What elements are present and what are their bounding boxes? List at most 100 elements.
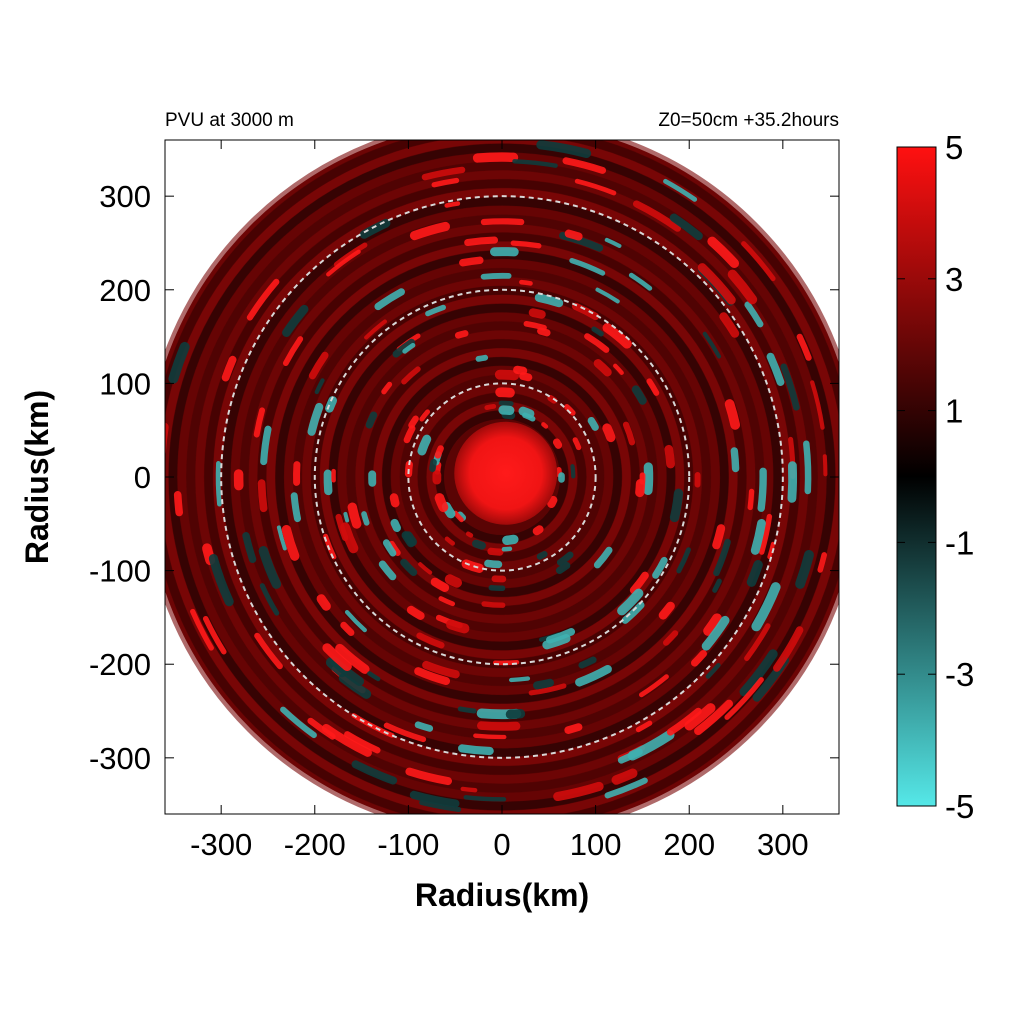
field-patch <box>570 464 576 479</box>
field-patch <box>463 795 507 802</box>
field-patch <box>364 319 387 340</box>
field-patch <box>259 583 280 616</box>
field-patch <box>703 613 722 636</box>
field-patch <box>414 667 451 686</box>
field-patch <box>492 659 520 666</box>
field-patch <box>787 461 798 503</box>
field-patch <box>472 539 486 550</box>
field-patch <box>617 588 644 616</box>
field-patch <box>473 733 507 740</box>
field-band <box>195 170 809 784</box>
field-patch <box>702 331 722 359</box>
field-patch <box>542 634 571 650</box>
field-patch <box>282 304 309 337</box>
field-patch <box>575 664 612 687</box>
field-patch <box>464 236 499 247</box>
field-band <box>186 161 818 793</box>
y-tick-label: -100 <box>89 554 151 589</box>
field-patch <box>629 571 649 595</box>
colorbar-tick-label: -1 <box>945 524 974 561</box>
field-patch <box>344 609 367 633</box>
field-patch <box>480 272 512 280</box>
reference-circle <box>313 288 691 666</box>
field-patch <box>578 656 597 669</box>
y-tick-label: 0 <box>134 460 151 495</box>
field-patch <box>333 242 368 267</box>
field-patch <box>572 302 600 321</box>
core-region <box>454 421 558 525</box>
field-patch <box>747 488 755 511</box>
field-patch <box>400 558 418 576</box>
field-patch <box>401 531 415 548</box>
y-tick-label: 300 <box>99 179 151 214</box>
x-tick-label: 100 <box>570 827 622 862</box>
x-tick-label: -200 <box>284 827 346 862</box>
field-patch <box>465 531 474 538</box>
field-patch <box>694 699 734 736</box>
field-patch <box>459 256 484 267</box>
field-patch <box>414 721 434 732</box>
x-tick-label: 300 <box>757 827 809 862</box>
field-patch <box>367 671 381 682</box>
field-patch <box>727 269 758 305</box>
field-patch <box>409 790 460 808</box>
field-patch <box>564 404 576 416</box>
field-patch <box>707 236 740 269</box>
field-patch <box>622 421 636 446</box>
field-patch <box>361 511 370 526</box>
field-patch <box>388 540 401 556</box>
field-band <box>382 357 622 597</box>
field-patch <box>431 177 460 188</box>
field-patch <box>458 744 494 756</box>
field-patch <box>498 400 514 407</box>
field-patch <box>257 479 268 513</box>
field-patch <box>532 525 544 536</box>
field-patch <box>553 781 604 802</box>
field-patch <box>472 152 519 163</box>
field-patch <box>534 293 564 308</box>
field-patch <box>510 240 542 249</box>
field-patch <box>559 231 604 252</box>
field-patch <box>663 630 679 646</box>
field-patch <box>817 552 827 573</box>
y-tick-label: 200 <box>99 273 151 308</box>
field-patch <box>454 330 469 339</box>
colorbar-gradient <box>896 146 937 807</box>
field-patch <box>552 438 563 449</box>
field-patch <box>613 363 624 375</box>
field-patch <box>282 336 304 367</box>
field-patch <box>484 404 497 410</box>
field-patch <box>569 258 606 276</box>
field-patch <box>276 525 287 551</box>
field-patch <box>795 549 814 589</box>
field-patch <box>766 352 785 386</box>
reference-circle <box>407 382 597 572</box>
field-patch <box>444 201 461 208</box>
field-patch <box>643 462 654 495</box>
field-patch <box>621 601 645 624</box>
field-patch <box>419 409 431 422</box>
field-patch <box>676 547 691 574</box>
field-patch <box>746 560 763 587</box>
field-patch <box>652 556 668 579</box>
field-patch <box>202 615 227 655</box>
field-patch <box>719 312 740 338</box>
field-patch <box>536 140 592 158</box>
field-patch <box>340 522 359 554</box>
field-patch <box>281 525 300 561</box>
field-patch <box>418 562 433 575</box>
field-patch <box>374 288 405 311</box>
field-patch <box>536 551 548 560</box>
field-patch <box>280 706 317 739</box>
field-patch <box>444 536 455 546</box>
field-patch <box>528 308 546 319</box>
field-patch <box>389 493 400 508</box>
field-patch <box>593 546 613 569</box>
field-patch <box>405 767 452 786</box>
y-axis-title: Radius(km) <box>19 390 55 564</box>
field-patch <box>757 467 767 512</box>
field-patch <box>663 178 698 202</box>
title-right: Z0=50cm +35.2hours <box>658 110 839 131</box>
field-patch <box>253 407 266 438</box>
field-patch <box>351 760 398 785</box>
